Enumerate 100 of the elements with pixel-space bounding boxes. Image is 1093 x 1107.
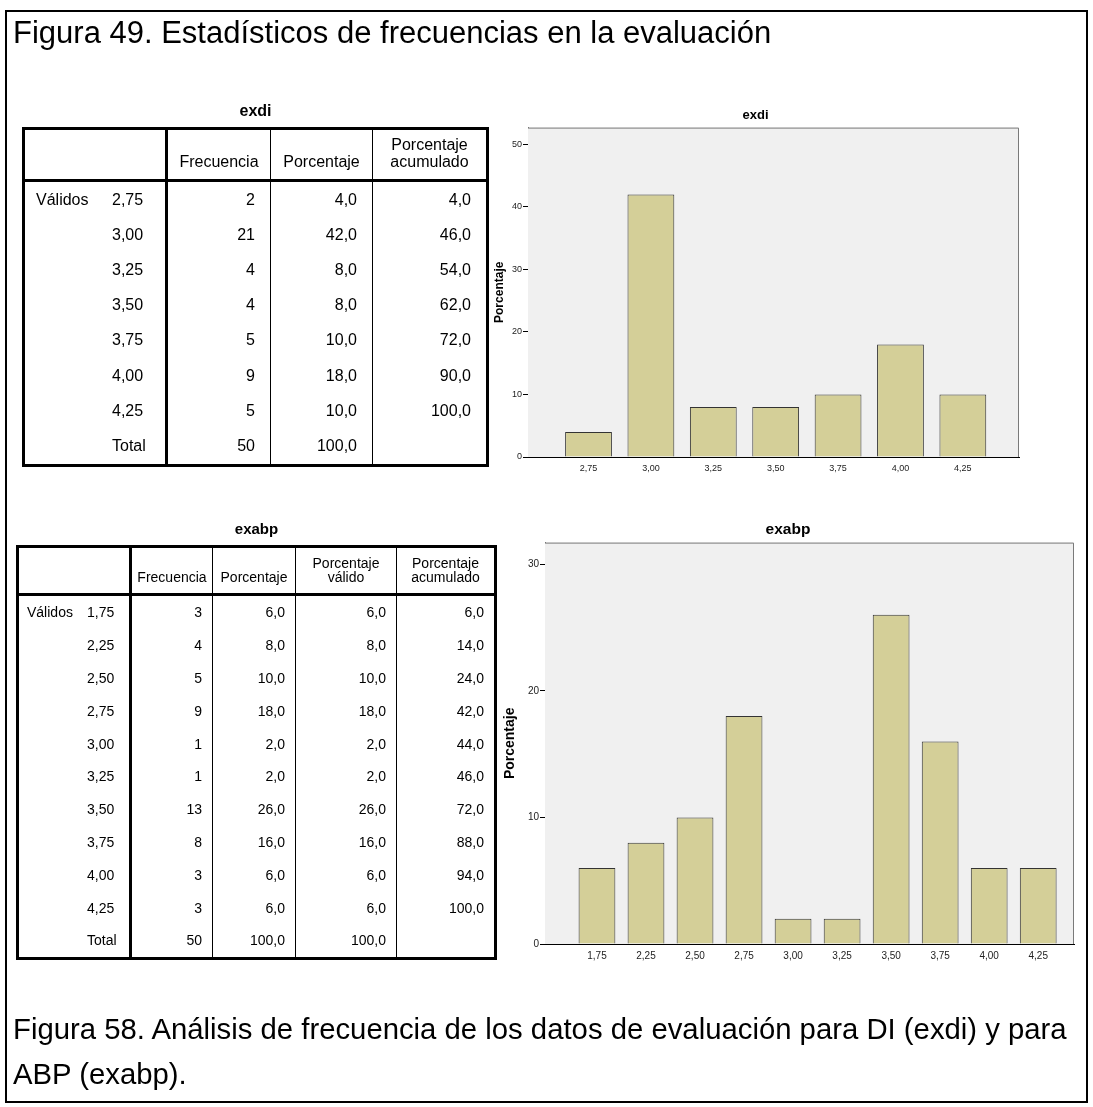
data-label: 54,0 (439, 260, 471, 279)
data-label: 72,0 (456, 801, 484, 818)
x-tick-label: 4,25 (954, 462, 972, 473)
chart-title: exdi (239, 102, 272, 119)
data-label: 2,0 (265, 735, 285, 752)
y-tick-label: 4,25 (87, 899, 115, 916)
y-tick-label: 3,25 (87, 768, 115, 785)
data-label: 10,0 (358, 669, 386, 686)
y-axis-title: Válidos (27, 604, 73, 621)
y-tick-label: 4,00 (112, 366, 144, 385)
data-label: 6,0 (366, 899, 386, 916)
data-label: 3 (194, 604, 202, 621)
data-label: 100,0 (316, 436, 357, 455)
data-label: 3 (194, 899, 202, 916)
text: Figura 58. Análisis de frecuencia de los datos de evaluación para DI (exdi) y para ABP (exabp). (13, 1011, 1068, 1092)
y-tick-label: 30 (511, 263, 522, 274)
x-tick-label: 3,00 (783, 949, 804, 961)
data-label: 6,0 (265, 899, 285, 916)
data-label: 18,0 (257, 702, 285, 719)
y-tick-label: 0 (533, 937, 540, 949)
data-label: 9 (246, 366, 255, 385)
data-label: 26,0 (257, 801, 285, 818)
data-label: 16,0 (358, 833, 386, 850)
data-label: 8,0 (265, 637, 285, 654)
data-label: 10,0 (325, 401, 357, 420)
y-tick-label: Total (112, 436, 146, 455)
data-label: 2 (246, 190, 255, 209)
data-label: 4,0 (334, 190, 357, 209)
data-label: 42,0 (325, 225, 357, 244)
y-tick-label: 1,75 (87, 604, 115, 621)
x-tick-label: 3,25 (832, 949, 853, 961)
data-label: 1 (194, 768, 202, 785)
data-label: 4,0 (448, 190, 471, 209)
x-tick-label: Porcentaje acumulado (389, 136, 470, 171)
y-tick-label: 10 (511, 388, 522, 399)
x-tick-label: Porcentaje (220, 569, 288, 586)
data-label: 50 (186, 932, 202, 949)
x-tick-label: 3,25 (704, 462, 723, 473)
data-label: 100,0 (448, 899, 484, 916)
data-label: 24,0 (456, 669, 484, 686)
data-label: 62,0 (439, 296, 471, 315)
data-label: 6,0 (366, 866, 386, 883)
data-label: 4 (194, 637, 202, 654)
data-label: 21 (237, 225, 255, 244)
y-tick-label: 10 (527, 811, 540, 823)
data-label: 18,0 (358, 702, 386, 719)
x-tick-label: 4,00 (979, 949, 1000, 961)
data-label: 13 (186, 801, 202, 818)
data-label: 1 (194, 735, 202, 752)
y-tick-label: 2,25 (87, 637, 115, 654)
y-tick-label: Total (87, 932, 117, 949)
data-label: 6,0 (265, 866, 285, 883)
chart-title: exabp (234, 520, 279, 537)
x-tick-label: 4,00 (891, 462, 910, 473)
data-label: 2,0 (366, 768, 386, 785)
y-tick-label: 3,50 (112, 296, 144, 315)
y-tick-label: 2,50 (87, 669, 115, 686)
y-axis-title: Porcentaje (491, 261, 506, 323)
data-label: 94,0 (456, 866, 484, 883)
x-tick-label: 1,75 (587, 949, 608, 961)
data-label: 44,0 (456, 735, 484, 752)
y-tick-label: 4,25 (112, 401, 144, 420)
data-label: 5 (246, 401, 255, 420)
data-label: 6,0 (464, 604, 484, 621)
y-axis-title: Válidos (36, 190, 89, 209)
y-tick-label: 3,50 (87, 801, 115, 818)
x-tick-label: Porcentaje (283, 153, 360, 171)
chart-title: exdi (742, 107, 769, 123)
x-tick-label: 2,75 (579, 462, 598, 473)
x-tick-label: Frecuencia (137, 569, 207, 586)
data-label: 50 (237, 436, 255, 455)
data-label: 46,0 (439, 225, 471, 244)
x-tick-label: 2,25 (636, 949, 657, 961)
data-label: 14,0 (456, 637, 484, 654)
data-label: 2,0 (265, 768, 285, 785)
x-tick-label: 3,75 (829, 462, 847, 473)
data-label: 4 (246, 260, 255, 279)
x-tick-label: Porcentaje válido (311, 554, 381, 586)
data-label: 46,0 (456, 768, 484, 785)
data-label: 5 (246, 331, 255, 350)
data-label: 6,0 (265, 604, 285, 621)
y-tick-label: 40 (511, 201, 522, 212)
x-tick-label: 3,00 (642, 462, 660, 473)
y-tick-label: 30 (527, 557, 540, 569)
x-tick-label: 2,75 (734, 949, 755, 961)
data-label: 100,0 (249, 932, 285, 949)
y-tick-label: 20 (527, 684, 540, 696)
data-label: 10,0 (325, 331, 357, 350)
data-label: 5 (194, 669, 202, 686)
y-tick-label: 3,75 (112, 331, 144, 350)
y-tick-label: 2,75 (87, 702, 115, 719)
data-label: 72,0 (439, 331, 471, 350)
data-label: 90,0 (439, 366, 471, 385)
data-label: 4 (246, 296, 255, 315)
data-label: 18,0 (325, 366, 357, 385)
x-tick-label: 2,50 (685, 949, 706, 961)
data-label: 88,0 (456, 833, 484, 850)
y-tick-label: 0 (516, 451, 522, 462)
y-tick-label: 3,25 (112, 260, 144, 279)
x-tick-label: 3,50 (881, 949, 902, 961)
